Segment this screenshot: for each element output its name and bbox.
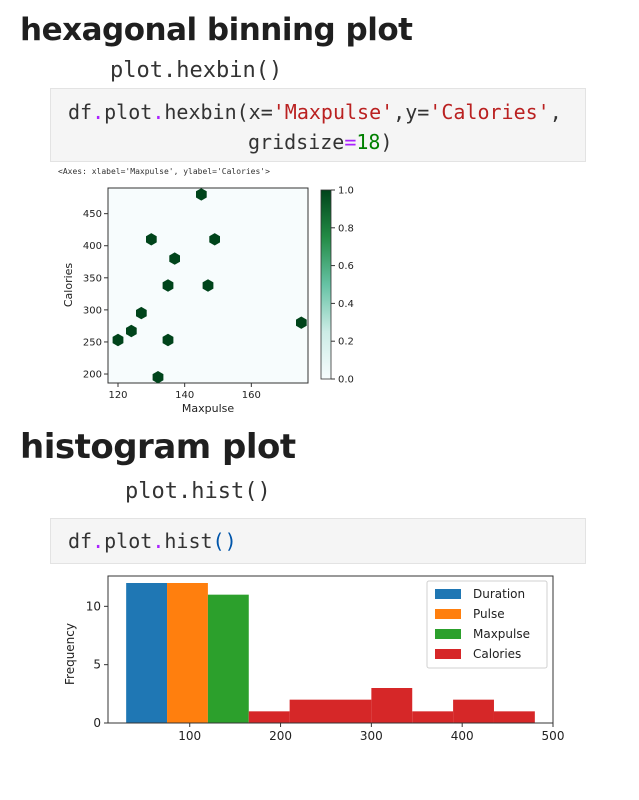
histogram-chart: 100 200 300 400 500 0 5 10 Frequency Duration Pu…	[63, 575, 565, 743]
hexbin-hexagon	[146, 233, 157, 246]
x-tick-label: 100	[178, 729, 201, 743]
code-token: =	[344, 130, 357, 154]
y-tick-label: 10	[86, 599, 101, 613]
hist-bar	[248, 711, 290, 723]
x-tick-label: 200	[269, 729, 292, 743]
code-string: 'Calories'	[429, 100, 550, 124]
hist-ylabel: Frequency	[63, 623, 77, 685]
hist-axes: 100 200 300 400 500 0 5 10	[86, 599, 565, 743]
code-token: ()	[212, 529, 237, 553]
colorbar-ticks: 0.0 0.2 0.4 0.6 0.8 1.0	[331, 186, 354, 386]
code-token: df	[68, 529, 93, 553]
code-token: .	[152, 100, 165, 124]
hexbin-hexagon	[162, 333, 174, 347]
hexbin-hexagon	[112, 333, 124, 347]
code-line-2: gridsize=18)	[248, 130, 393, 154]
cell-output-text: <Axes: xlabel='Maxpulse', ylabel='Calori…	[58, 167, 270, 176]
hist-legend: Duration Pulse Maxpulse Calories	[426, 580, 548, 669]
code-token: ,	[549, 100, 562, 124]
y-tick-label: 5	[93, 658, 101, 672]
hexbin-chart: 120 140 160 200 250 300 350 400 450 Maxpulse Cal…	[62, 186, 354, 416]
y-tick-label: 0	[93, 716, 101, 730]
hexbin-xlabel: Maxpulse	[182, 402, 234, 415]
code-token: .	[92, 529, 105, 553]
legend-label: Maxpulse	[473, 627, 530, 641]
colorbar-tick-label: 0.4	[338, 299, 354, 310]
hist-plot-area	[107, 575, 554, 724]
legend-swatch	[435, 589, 461, 599]
legend-label: Calories	[473, 647, 521, 661]
hexbin-ylabel: Calories	[62, 263, 75, 308]
hist-bars	[126, 583, 535, 723]
colorbar-tick-label: 0.6	[338, 261, 354, 272]
x-tick-label: 160	[242, 390, 261, 401]
hist-bar	[371, 688, 413, 723]
hexbin-hexagon	[209, 233, 220, 246]
x-tick-label: 120	[108, 390, 127, 401]
hexbin-hexagon	[152, 371, 164, 384]
hexbin-method-name: plot.hexbin()	[110, 58, 283, 83]
code-token: .	[92, 100, 105, 124]
y-tick-label: 300	[83, 305, 102, 316]
hexbin-hexagon	[162, 279, 174, 292]
hist-code-cell[interactable]: df.plot.hist()	[50, 518, 586, 564]
legend-label: Duration	[473, 587, 525, 601]
hexbin-marks	[112, 188, 307, 384]
code-token: hexbin(x=	[164, 100, 273, 124]
hist-bar	[493, 711, 535, 723]
hexbin-hexagon	[196, 188, 207, 201]
colorbar-tick-label: 0.2	[338, 337, 354, 348]
colorbar-tick-label: 1.0	[338, 186, 354, 197]
y-tick-label: 250	[83, 337, 102, 348]
x-tick-label: 400	[451, 729, 474, 743]
hist-bar	[412, 711, 454, 723]
x-tick-label: 500	[542, 729, 565, 743]
code-token: ,y=	[393, 100, 430, 124]
code-token: df	[68, 100, 93, 124]
legend-swatch	[435, 609, 461, 619]
hexbin-axes: 120 140 160 200 250 300 350 400 450	[83, 209, 261, 401]
hist-bar	[207, 594, 249, 723]
code-string: 'Maxpulse'	[272, 100, 394, 124]
hexbin-section-title: hexagonal binning plot	[20, 12, 413, 48]
code-token: )	[380, 130, 393, 154]
hist-bar	[167, 583, 208, 723]
hist-bar	[330, 699, 372, 723]
code-token: hist	[164, 529, 213, 553]
hist-bar	[289, 699, 331, 723]
legend-frame	[426, 580, 548, 669]
y-tick-label: 400	[83, 241, 102, 252]
code-line-1: df.plot.hexbin(x='Maxpulse',y='Calories'…	[68, 100, 562, 124]
legend-label: Pulse	[473, 607, 505, 621]
code-token: .	[152, 529, 165, 553]
hist-section-title: histogram plot	[20, 427, 296, 467]
hist-bar	[453, 699, 494, 723]
hexbin-hexagon	[296, 316, 307, 329]
code-number: 18	[356, 130, 381, 154]
x-tick-label: 300	[360, 729, 383, 743]
hexbin-hexagon	[136, 306, 147, 320]
colorbar	[320, 189, 332, 380]
legend-swatch	[435, 649, 461, 659]
legend-swatch	[435, 629, 461, 639]
hexbin-hexagon	[169, 252, 180, 265]
hexbin-code-cell[interactable]: df.plot.hexbin(x='Maxpulse',y='Calories'…	[50, 88, 586, 162]
colorbar-tick-label: 0.0	[338, 375, 354, 386]
code-token: gridsize	[248, 130, 345, 154]
code-token: plot	[104, 100, 153, 124]
hist-bar	[126, 583, 168, 723]
hexbin-hexagon	[126, 324, 137, 338]
hist-method-name: plot.hist()	[125, 479, 271, 504]
hexbin-hexagon	[202, 279, 214, 292]
y-tick-label: 350	[83, 273, 102, 284]
y-tick-label: 450	[83, 209, 102, 220]
y-tick-label: 200	[83, 370, 102, 381]
code-line-1: df.plot.hist()	[68, 529, 237, 553]
colorbar-tick-label: 0.8	[338, 223, 354, 234]
x-tick-label: 140	[175, 390, 194, 401]
code-token: plot	[104, 529, 153, 553]
